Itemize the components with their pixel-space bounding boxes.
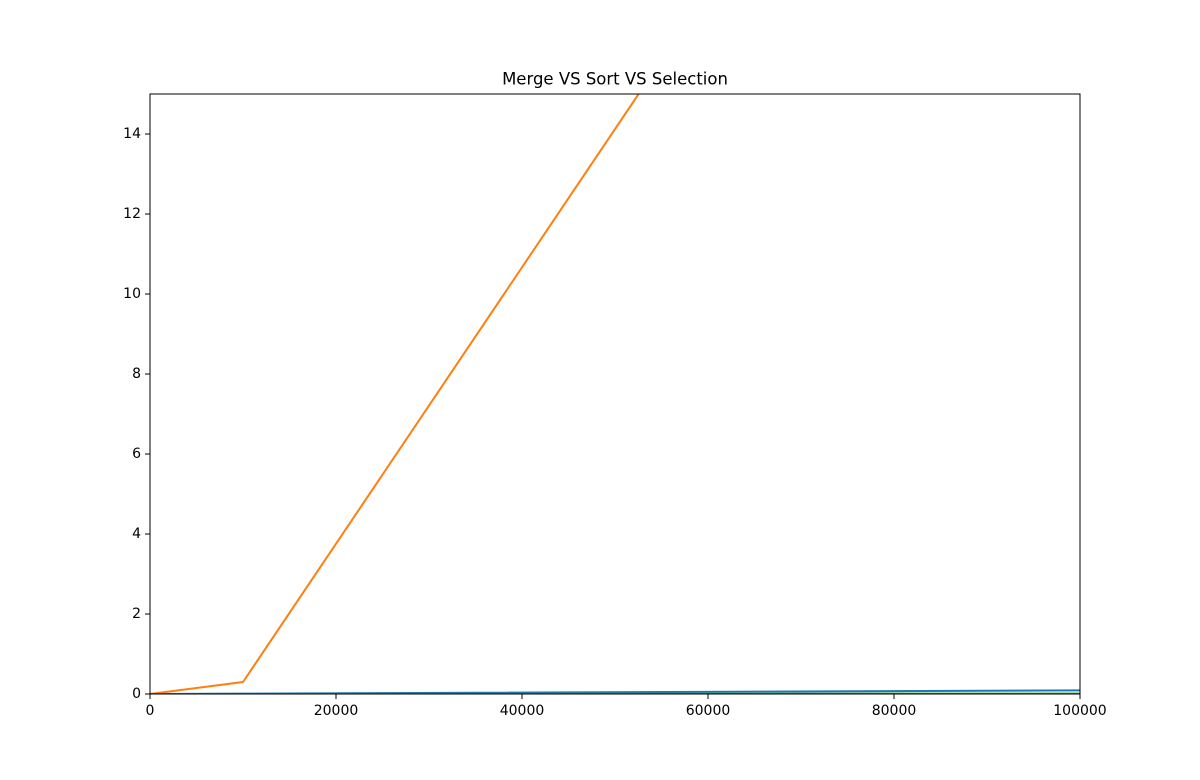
x-tick-label: 0	[146, 703, 155, 719]
y-tick-label: 12	[123, 206, 141, 222]
y-tick-label: 14	[123, 126, 141, 142]
x-tick-label: 20000	[314, 703, 359, 719]
x-tick-label: 100000	[1053, 703, 1106, 719]
chart-title: Merge VS Sort VS Selection	[502, 70, 728, 89]
y-tick-label: 4	[132, 526, 141, 542]
y-tick-label: 2	[132, 606, 141, 622]
y-tick-label: 10	[123, 286, 141, 302]
y-tick-label: 0	[132, 686, 141, 702]
x-tick-label: 80000	[872, 703, 917, 719]
x-tick-label: 40000	[500, 703, 545, 719]
y-tick-label: 8	[132, 366, 141, 382]
axes-frame	[149, 93, 1081, 695]
series-line	[150, 94, 640, 694]
x-tick-label: 60000	[686, 703, 731, 719]
y-tick-label: 6	[132, 446, 141, 462]
